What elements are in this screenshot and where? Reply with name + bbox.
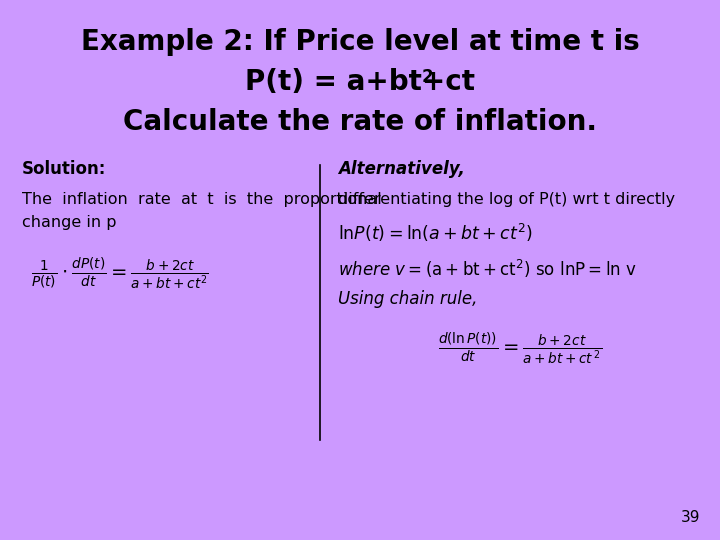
Text: 2: 2 (422, 68, 433, 86)
Text: The  inflation  rate  at  t  is  the  proportional: The inflation rate at t is the proportio… (22, 192, 382, 207)
Text: 39: 39 (680, 510, 700, 525)
Text: Solution:: Solution: (22, 160, 107, 178)
Text: change in p: change in p (22, 215, 117, 230)
Text: $\mathit{where\ v} = \mathrm{(a+bt+ct^2)\ so\ lnP = ln\ v}$: $\mathit{where\ v} = \mathrm{(a+bt+ct^2)… (338, 258, 637, 280)
Text: $\frac{d\left(\ln P\left(t\right)\right)}{dt} = \frac{b + 2ct}{a + bt + ct^{\,2}: $\frac{d\left(\ln P\left(t\right)\right)… (438, 330, 602, 366)
Text: Using chain rule,: Using chain rule, (338, 290, 477, 308)
Text: Calculate the rate of inflation.: Calculate the rate of inflation. (123, 108, 597, 136)
Text: differentiating the log of P(t) wrt t directly: differentiating the log of P(t) wrt t di… (338, 192, 675, 207)
Text: Example 2: If Price level at time t is: Example 2: If Price level at time t is (81, 28, 639, 56)
Text: P(t) = a+bt+ct: P(t) = a+bt+ct (245, 68, 475, 96)
Text: $\mathrm{ln}P(t) = \mathrm{ln}(a+bt+ct^2)$: $\mathrm{ln}P(t) = \mathrm{ln}(a+bt+ct^2… (338, 222, 533, 244)
Text: Alternatively,: Alternatively, (338, 160, 465, 178)
Text: $\frac{1}{P(t)} \cdot \frac{dP\left(t\right)}{dt} = \frac{b + 2ct}{a + bt + ct^{: $\frac{1}{P(t)} \cdot \frac{dP\left(t\ri… (31, 255, 209, 291)
